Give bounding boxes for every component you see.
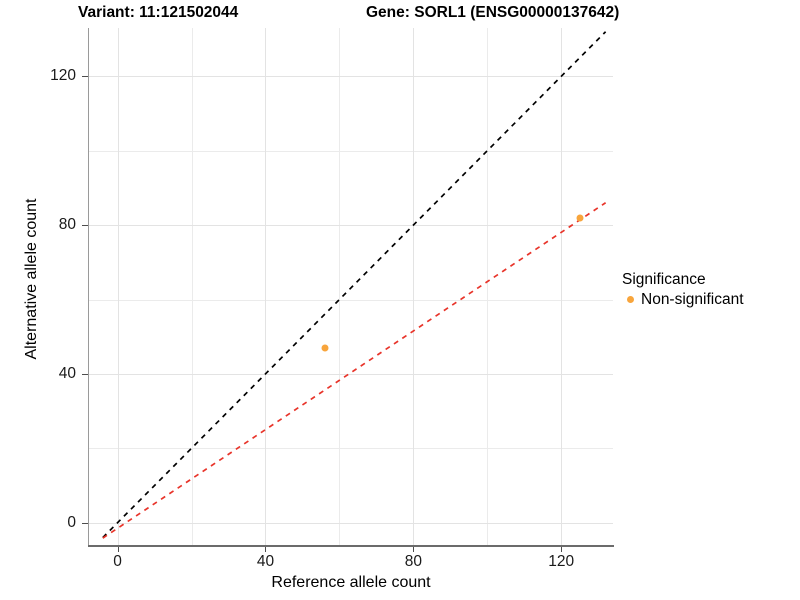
gridline-horizontal-major: [88, 522, 613, 524]
x-axis-title: Reference allele count: [271, 574, 431, 591]
gridline-vertical-major: [561, 28, 563, 545]
legend: Significance Non-significant: [622, 270, 798, 310]
y-tick-label: 40: [58, 364, 76, 382]
y-tick-label: 80: [58, 216, 76, 234]
y-tick-mark: [82, 522, 88, 524]
y-axis-line: [88, 28, 89, 545]
filled-circle-icon: [622, 291, 639, 308]
y-tick-mark: [82, 373, 88, 375]
x-tick-label: 0: [113, 553, 122, 570]
legend-entries: Non-significant: [622, 289, 798, 310]
gridline-horizontal-major: [88, 373, 613, 375]
gridline-horizontal-major: [88, 225, 613, 227]
plot-panel: [88, 28, 613, 545]
gridline-horizontal-minor: [88, 448, 613, 450]
y-tick-mark: [82, 225, 88, 227]
x-tick-label: 120: [548, 553, 575, 570]
gene-title: Gene: SORL1 (ENSG00000137642): [366, 4, 620, 21]
variant-title: Variant: 11:121502044: [78, 4, 239, 21]
gridline-vertical-minor: [339, 28, 341, 545]
x-tick-mark: [117, 547, 119, 552]
gridline-vertical-major: [117, 28, 119, 545]
reference-lines-layer: [102, 31, 607, 539]
x-tick-label: 80: [404, 553, 422, 570]
data-point[interactable]: [576, 214, 584, 222]
x-tick-mark: [413, 547, 415, 552]
y-tick-label: 0: [67, 513, 76, 531]
legend-title: Significance: [622, 271, 706, 288]
x-tick-label: 40: [256, 553, 275, 570]
gridline-horizontal-major: [88, 76, 613, 78]
gridline-horizontal-minor: [88, 150, 613, 152]
identity-line: [102, 31, 607, 539]
x-tick-mark: [561, 547, 563, 552]
gridline-vertical-major: [265, 28, 267, 545]
gridline-vertical-major: [413, 28, 415, 545]
gridline-horizontal-minor: [88, 299, 613, 301]
legend-item-label: Non-significant: [641, 290, 744, 308]
data-point[interactable]: [321, 344, 329, 352]
y-axis-title: Alternative allele count: [23, 198, 40, 360]
fit-line: [102, 202, 607, 539]
x-axis-line: [88, 545, 614, 547]
gridline-vertical-minor: [487, 28, 489, 545]
gridline-vertical-minor: [191, 28, 193, 545]
legend-item-non-significant[interactable]: Non-significant: [622, 289, 798, 310]
y-tick-label: 120: [50, 67, 76, 85]
y-tick-mark: [82, 76, 88, 78]
x-tick-mark: [265, 547, 267, 552]
